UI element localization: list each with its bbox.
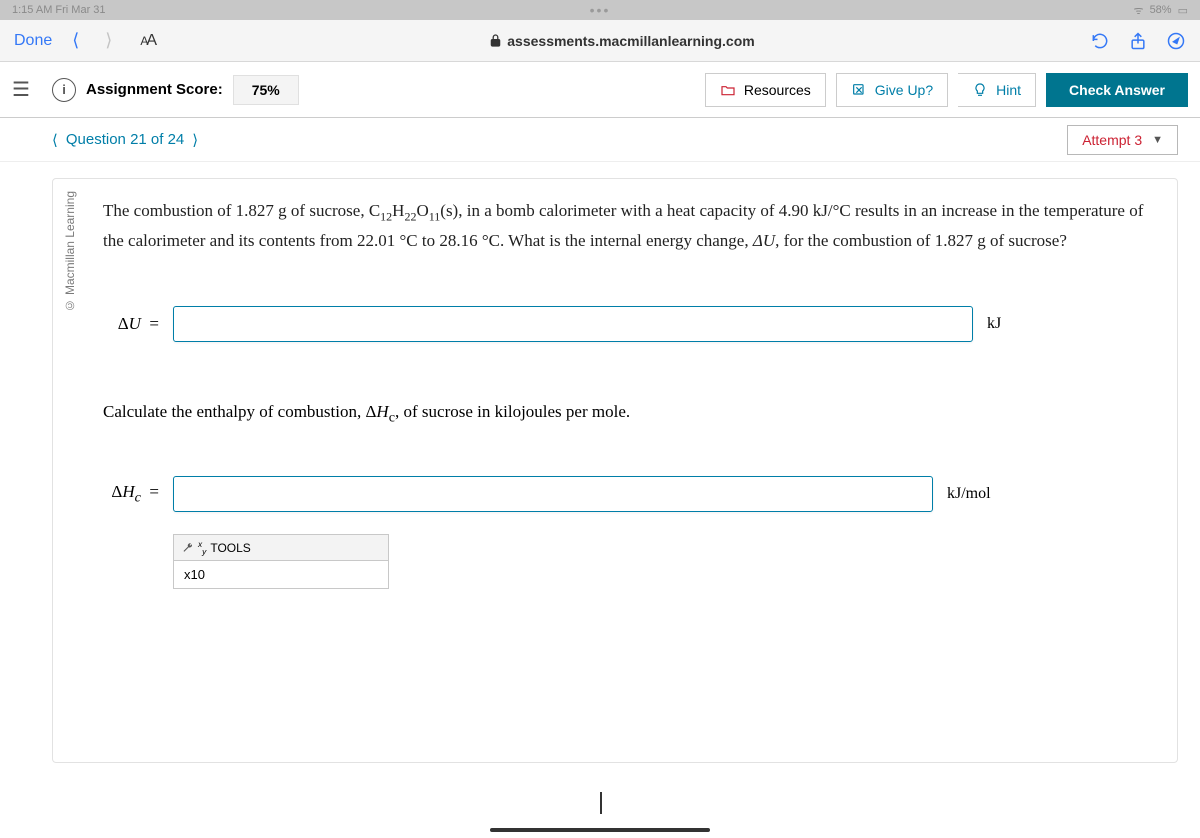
give-up-button[interactable]: Give Up? <box>836 73 948 107</box>
reload-icon[interactable] <box>1090 31 1110 51</box>
share-icon[interactable] <box>1128 31 1148 51</box>
info-icon[interactable]: i <box>52 78 76 102</box>
battery-icon: ▭ <box>1178 4 1188 17</box>
check-answer-button[interactable]: Check Answer <box>1046 73 1188 107</box>
status-right: ᯤ 58% ▭ <box>1134 3 1188 18</box>
next-question-icon[interactable]: ⟩ <box>192 131 198 149</box>
hint-button[interactable]: Hint <box>958 73 1036 107</box>
forward-button[interactable]: ⟩ <box>99 30 118 51</box>
resources-label: Resources <box>744 82 811 98</box>
battery-pct: 58% <box>1150 4 1172 16</box>
menu-icon[interactable]: ☰ <box>0 77 42 102</box>
tools-header[interactable]: xy TOOLS <box>174 535 388 561</box>
chevron-down-icon: ▼ <box>1152 134 1163 146</box>
multitask-dots[interactable]: ••• <box>590 2 611 18</box>
address-bar[interactable]: assessments.macmillanlearning.com <box>169 33 1076 49</box>
answer1-input[interactable] <box>173 306 973 342</box>
tools-x10[interactable]: x10 <box>174 561 388 588</box>
lock-icon <box>490 34 501 47</box>
answer2-label: ΔHc = <box>103 482 159 506</box>
question-text-1: The combustion of 1.827 g of sucrose, C1… <box>103 197 1147 256</box>
wrench-icon <box>182 542 194 554</box>
folder-icon <box>720 82 736 98</box>
compass-icon[interactable] <box>1166 31 1186 51</box>
answer1-label: ΔU = <box>103 314 159 334</box>
bulb-icon <box>972 82 988 98</box>
score-label: Assignment Score: <box>86 81 223 98</box>
answer2-input[interactable] <box>173 476 933 512</box>
tools-xy: xy <box>198 539 206 556</box>
answer1-unit: kJ <box>987 315 1047 333</box>
wifi-icon: ᯤ <box>1134 3 1144 18</box>
question-text-2: Calculate the enthalpy of combustion, ΔH… <box>103 402 1147 426</box>
hint-label: Hint <box>996 82 1021 98</box>
attempt-dropdown[interactable]: Attempt 3 ▼ <box>1067 125 1178 155</box>
content-area: © Macmillan Learning The combustion of 1… <box>0 162 1200 838</box>
question-nav-left[interactable]: ⟨ Question 21 of 24 ⟩ <box>52 131 198 149</box>
question-counter: Question 21 of 24 <box>66 131 184 148</box>
answer2-unit: kJ/mol <box>947 485 1007 503</box>
back-button[interactable]: ⟨ <box>66 30 85 51</box>
resources-button[interactable]: Resources <box>705 73 826 107</box>
answer-row-1: ΔU = kJ <box>103 306 1147 342</box>
question-card: © Macmillan Learning The combustion of 1… <box>52 178 1178 763</box>
ipad-status-bar: 1:15 AM Fri Mar 31 ••• ᯤ 58% ▭ <box>0 0 1200 20</box>
app-header: ☰ i Assignment Score: 75% Resources Give… <box>0 62 1200 118</box>
score-value: 75% <box>233 75 299 105</box>
done-button[interactable]: Done <box>14 32 52 50</box>
question-nav: ⟨ Question 21 of 24 ⟩ Attempt 3 ▼ <box>0 118 1200 162</box>
status-time: 1:15 AM Fri Mar 31 <box>12 4 106 16</box>
home-indicator[interactable] <box>490 828 710 832</box>
answer-row-2: ΔHc = kJ/mol <box>103 476 1147 512</box>
give-up-icon <box>851 82 867 98</box>
text-size-button[interactable]: AA <box>140 32 155 50</box>
safari-toolbar: Done ⟨ ⟩ AA assessments.macmillanlearnin… <box>0 20 1200 62</box>
text-cursor <box>600 792 602 814</box>
tools-panel: xy TOOLS x10 <box>173 534 389 589</box>
url-text: assessments.macmillanlearning.com <box>507 33 754 49</box>
tools-title: TOOLS <box>210 541 250 555</box>
attempt-label: Attempt 3 <box>1082 132 1142 148</box>
copyright-label: © Macmillan Learning <box>63 191 77 312</box>
give-up-label: Give Up? <box>875 82 933 98</box>
check-answer-label: Check Answer <box>1069 82 1165 98</box>
prev-question-icon[interactable]: ⟨ <box>52 131 58 149</box>
